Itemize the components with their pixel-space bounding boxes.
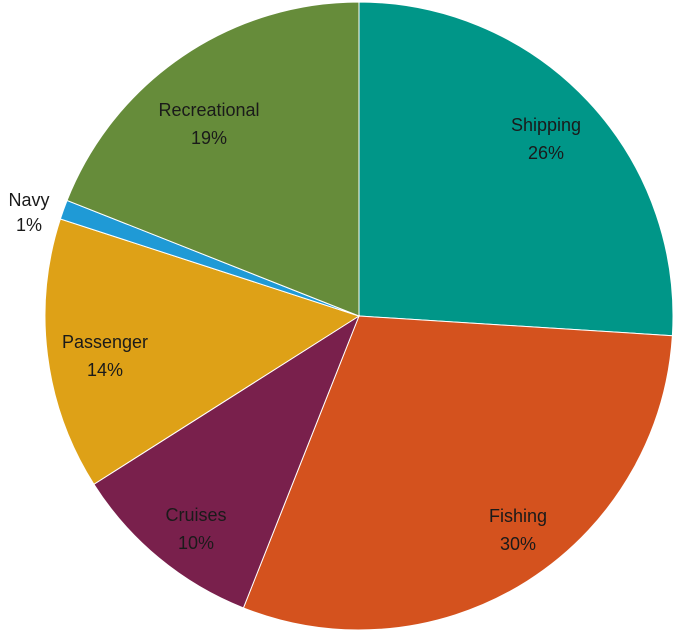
slice-value-label: 26%: [528, 143, 564, 163]
slice-label-group-passenger: Passenger 14%: [62, 332, 148, 380]
slice-category-label: Navy: [8, 190, 49, 210]
slice-category-label: Passenger: [62, 332, 148, 352]
slice-category-label: Fishing: [489, 506, 547, 526]
slice-label-group-fishing: Fishing 30%: [489, 506, 547, 554]
slices-layer: [44, 1, 674, 630]
slice-label-group-shipping: Shipping 26%: [511, 115, 581, 163]
slice-category-label: Shipping: [511, 115, 581, 135]
slice-value-label: 10%: [178, 533, 214, 553]
slice-category-label: Cruises: [165, 505, 226, 525]
pie-slice-shipping: [358, 1, 674, 337]
slice-label-group-cruises: Cruises 10%: [165, 505, 226, 553]
slice-value-label: 14%: [87, 360, 123, 380]
pie-slice-recreational: [66, 1, 360, 317]
pie-slice-cruises: [93, 314, 361, 609]
slice-value-label: 1%: [16, 215, 42, 235]
pie-slice-fishing: [242, 315, 673, 630]
slice-label-group-recreational: Recreational 19%: [158, 100, 259, 148]
slice-label-group-navy: Navy 1%: [8, 190, 49, 235]
labels-layer: Shipping 26% Fishing 30% Cruises 10% Passenger…: [8, 100, 581, 554]
slice-category-label: Recreational: [158, 100, 259, 120]
slice-value-label: 19%: [191, 128, 227, 148]
pie-slice-passenger: [44, 218, 361, 485]
slice-value-label: 30%: [500, 534, 536, 554]
